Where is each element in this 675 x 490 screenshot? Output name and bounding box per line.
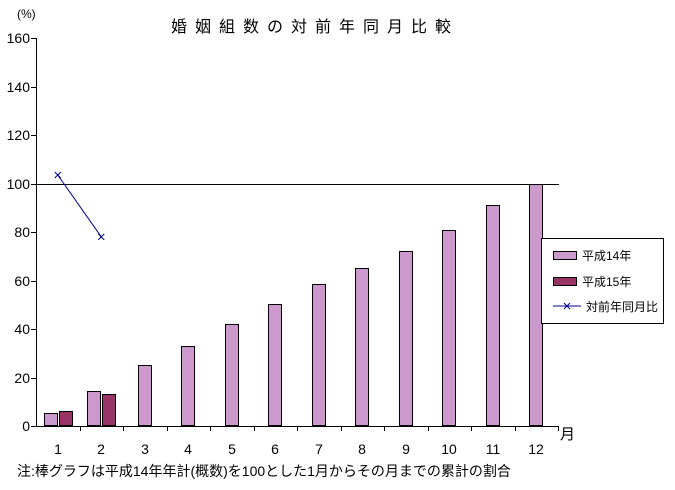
legend-label-heisei14: 平成14年 [582, 249, 632, 264]
legend-swatch-heisei14 [553, 251, 577, 261]
x-tick [210, 426, 211, 431]
x-tick [428, 426, 429, 431]
y-tick-label: 20 [14, 370, 30, 386]
x-tick-label: 7 [315, 441, 323, 457]
x-marker-icon [54, 171, 62, 179]
x-tick [254, 426, 255, 431]
bar-heisei15-month-1 [59, 411, 73, 426]
y-tick [31, 426, 36, 427]
x-tick-label: 4 [184, 441, 192, 457]
bar-heisei14-month-9 [399, 251, 413, 426]
y-tick [31, 232, 36, 233]
x-tick [471, 426, 472, 431]
y-tick [31, 184, 36, 185]
x-tick-label: 8 [358, 441, 366, 457]
x-tick [80, 426, 81, 431]
x-tick-label: 6 [271, 441, 279, 457]
y-tick-label: 160 [6, 30, 30, 46]
bar-heisei14-month-7 [312, 284, 326, 426]
chart-title: 婚姻組数の対前年同月比較 [170, 19, 459, 36]
x-tick-label: 3 [141, 441, 149, 457]
x-tick [123, 426, 124, 431]
y-tick-label: 120 [6, 127, 30, 143]
x-marker-icon [54, 171, 62, 179]
x-tick-label: 11 [485, 441, 501, 457]
y-tick [31, 87, 36, 88]
x-tick-label: 1 [54, 441, 62, 457]
y-tick [31, 329, 36, 330]
legend-item-yoy-line: 対前年同月比 [553, 298, 663, 315]
legend-label-yoy: 対前年同月比 [586, 299, 659, 314]
x-tick-label: 12 [528, 441, 544, 457]
y-tick [31, 378, 36, 379]
bar-heisei14-month-10 [442, 230, 456, 426]
bar-heisei14-month-8 [355, 268, 369, 426]
y-axis [36, 38, 37, 426]
x-marker-icon [97, 233, 105, 241]
y-tick [31, 38, 36, 39]
y-tick-label: 140 [6, 79, 30, 95]
bar-heisei14-month-1 [44, 413, 58, 426]
bar-heisei14-month-5 [225, 324, 239, 426]
x-tick [341, 426, 342, 431]
bar-heisei14-month-2 [87, 391, 101, 426]
x-tick-label: 10 [441, 441, 457, 457]
x-tick [558, 426, 559, 431]
x-tick [167, 426, 168, 431]
legend-label-heisei15: 平成15年 [582, 274, 632, 289]
bar-heisei14-month-11 [486, 205, 500, 426]
x-axis-unit-label: 月 [560, 426, 576, 443]
y-tick [31, 281, 36, 282]
bar-heisei14-month-6 [268, 304, 282, 426]
reference-line-100 [36, 184, 559, 185]
y-tick-label: 0 [22, 418, 30, 434]
legend: 平成14年 平成15年 対前年同月比 [541, 238, 664, 324]
x-tick [297, 426, 298, 431]
legend-swatch-heisei15 [553, 276, 577, 286]
x-tick [384, 426, 385, 431]
legend-item-heisei14: 平成14年 [553, 247, 663, 264]
bar-heisei14-month-3 [138, 365, 152, 426]
footnote: 注:棒グラフは平成14年年計(概数)を100とした1月からその月までの累計の割合 [17, 463, 511, 479]
x-marker-icon [97, 233, 105, 241]
bar-heisei15-month-2 [102, 394, 116, 426]
y-axis-unit-label: (%) [17, 7, 36, 21]
x-tick [515, 426, 516, 431]
y-tick-label: 60 [14, 273, 30, 289]
x-tick-label: 5 [228, 441, 236, 457]
x-tick-label: 9 [402, 441, 410, 457]
y-tick-label: 100 [6, 176, 30, 192]
bar-heisei14-month-4 [181, 346, 195, 426]
legend-line-marker-icon [553, 302, 581, 310]
x-tick-label: 2 [97, 441, 105, 457]
y-tick [31, 135, 36, 136]
y-tick-label: 80 [14, 224, 30, 240]
legend-item-heisei15: 平成15年 [553, 273, 663, 290]
y-tick-label: 40 [14, 321, 30, 337]
